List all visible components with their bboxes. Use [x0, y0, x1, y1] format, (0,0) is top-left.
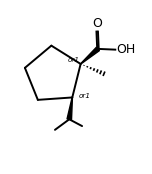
Polygon shape [81, 47, 99, 64]
Text: or1: or1 [68, 57, 80, 63]
Text: O: O [92, 17, 102, 30]
Text: OH: OH [116, 43, 136, 56]
Text: or1: or1 [79, 93, 91, 99]
Polygon shape [67, 97, 73, 120]
